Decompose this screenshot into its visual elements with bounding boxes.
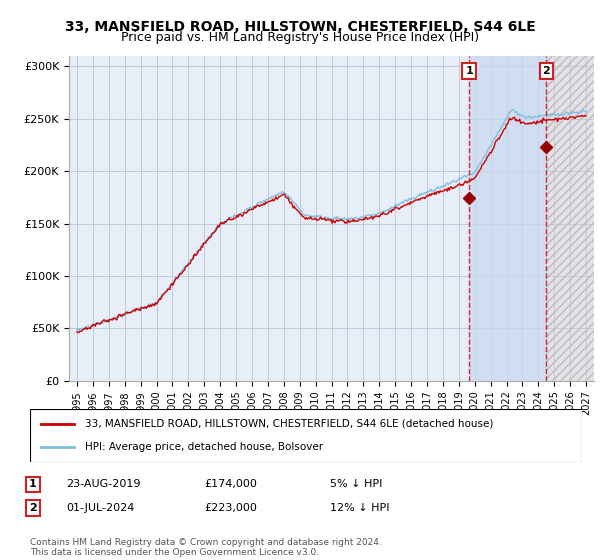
Text: 33, MANSFIELD ROAD, HILLSTOWN, CHESTERFIELD, S44 6LE: 33, MANSFIELD ROAD, HILLSTOWN, CHESTERFI… bbox=[65, 20, 535, 34]
Text: 33, MANSFIELD ROAD, HILLSTOWN, CHESTERFIELD, S44 6LE (detached house): 33, MANSFIELD ROAD, HILLSTOWN, CHESTERFI… bbox=[85, 419, 494, 429]
FancyBboxPatch shape bbox=[30, 409, 582, 462]
Text: 2: 2 bbox=[542, 66, 550, 76]
Text: 2: 2 bbox=[29, 503, 37, 513]
Bar bbox=[546, 56, 594, 381]
Text: 01-JUL-2024: 01-JUL-2024 bbox=[66, 503, 134, 513]
Text: 23-AUG-2019: 23-AUG-2019 bbox=[66, 479, 140, 489]
Bar bbox=[469, 56, 546, 381]
Text: Price paid vs. HM Land Registry's House Price Index (HPI): Price paid vs. HM Land Registry's House … bbox=[121, 31, 479, 44]
Text: 1: 1 bbox=[29, 479, 37, 489]
Text: 12% ↓ HPI: 12% ↓ HPI bbox=[330, 503, 389, 513]
Text: £174,000: £174,000 bbox=[204, 479, 257, 489]
Text: £223,000: £223,000 bbox=[204, 503, 257, 513]
Text: Contains HM Land Registry data © Crown copyright and database right 2024.
This d: Contains HM Land Registry data © Crown c… bbox=[30, 538, 382, 557]
Text: 5% ↓ HPI: 5% ↓ HPI bbox=[330, 479, 382, 489]
Text: 1: 1 bbox=[465, 66, 473, 76]
Bar bbox=[546, 56, 594, 381]
Text: HPI: Average price, detached house, Bolsover: HPI: Average price, detached house, Bols… bbox=[85, 442, 323, 452]
